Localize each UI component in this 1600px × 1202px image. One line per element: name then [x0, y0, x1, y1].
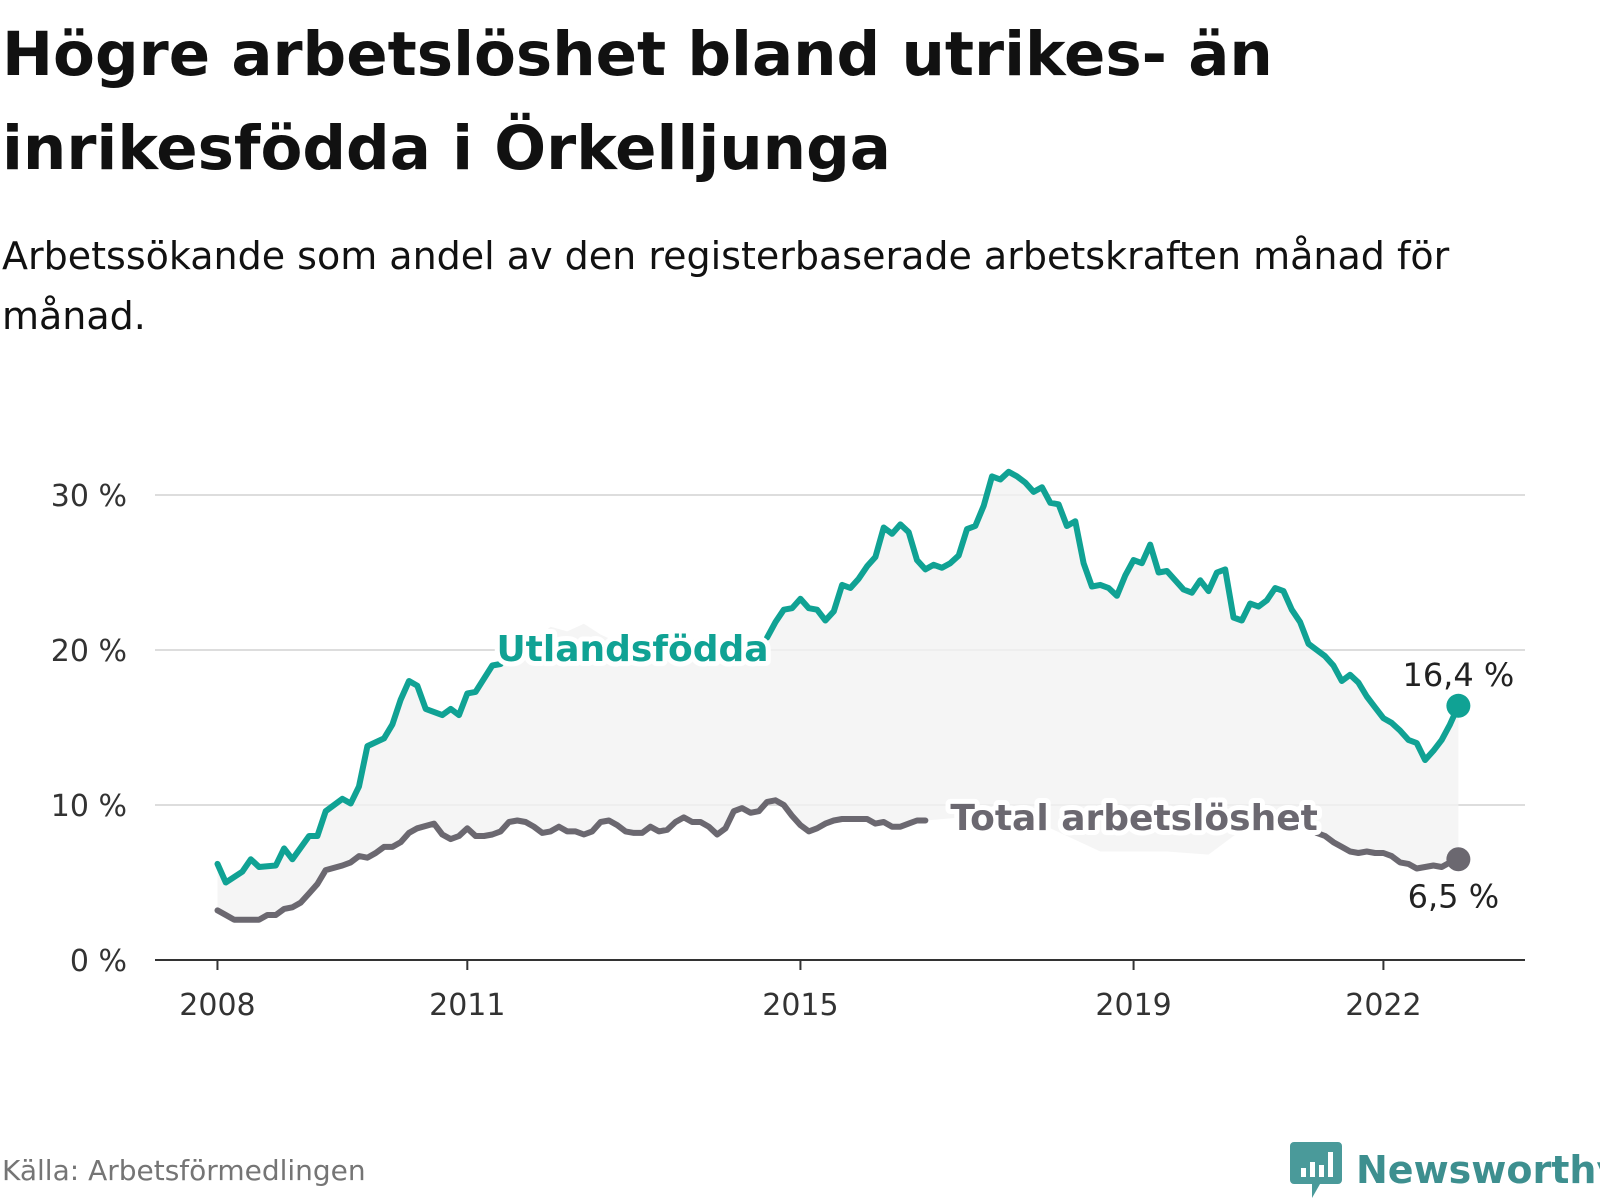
x-tick-label: 2011 [429, 988, 505, 1023]
series-label-utlandsfodda: Utlandsfödda [496, 629, 768, 670]
chart-title: Högre arbetslöshet bland utrikes- än inr… [2, 19, 1273, 184]
series-line-total [1247, 816, 1462, 872]
x-tick-label: 2019 [1095, 988, 1171, 1023]
y-tick-label: 30 % [51, 479, 127, 514]
chart-subtitle: Arbetssökande som andel av den registerb… [2, 234, 1450, 338]
y-tick-label: 10 % [51, 789, 127, 824]
series-line-utlandsfodda [764, 468, 1462, 763]
x-tick-label: 2022 [1345, 988, 1421, 1023]
y-tick-label: 0 % [70, 944, 127, 979]
x-tick-label: 2015 [762, 988, 838, 1023]
brand-name: Newsworthy [1356, 1148, 1600, 1192]
series-label-total: Total arbetslöshet [950, 798, 1318, 839]
line-chart: 0 % 10 % 20 % 30 % 2008 2011 2015 2019 2022 Utlan… [51, 468, 1525, 1023]
area-between-series [217, 471, 1459, 920]
brand-logo: Newsworthy [1290, 1138, 1600, 1202]
end-value-label-total: 6,5 % [1408, 877, 1499, 915]
series-line-utlandsfodda [214, 643, 521, 886]
bar-chart-icon [1290, 1142, 1342, 1198]
end-marker-utlandsfodda [1446, 693, 1471, 718]
x-tick-label: 2008 [179, 988, 255, 1023]
end-marker-total [1446, 847, 1471, 872]
source-note: Källa: Arbetsförmedlingen [2, 1154, 366, 1187]
y-tick-label: 20 % [51, 634, 127, 669]
end-value-label-utlandsfodda: 16,4 % [1402, 656, 1514, 694]
series-line-total [214, 797, 929, 923]
